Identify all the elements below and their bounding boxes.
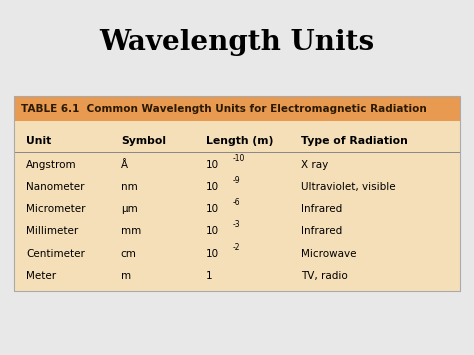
Text: Meter: Meter (26, 271, 56, 281)
Text: Microwave: Microwave (301, 248, 356, 258)
Text: mm: mm (121, 226, 141, 236)
Text: Type of Radiation: Type of Radiation (301, 136, 408, 146)
Text: 1: 1 (206, 271, 213, 281)
Bar (14, 96, 460, 121)
Text: -10: -10 (232, 154, 245, 163)
Text: Infrared: Infrared (301, 226, 342, 236)
Text: Symbol: Symbol (121, 136, 166, 146)
Text: Millimeter: Millimeter (26, 226, 78, 236)
Text: Angstrom: Angstrom (26, 160, 77, 170)
Text: Centimeter: Centimeter (26, 248, 85, 258)
Text: 10: 10 (206, 160, 219, 170)
Text: X ray: X ray (301, 160, 328, 170)
Text: 10: 10 (206, 204, 219, 214)
Text: cm: cm (121, 248, 137, 258)
Text: Micrometer: Micrometer (26, 204, 86, 214)
Text: nm: nm (121, 182, 137, 192)
Text: 10: 10 (206, 248, 219, 258)
Text: Unit: Unit (26, 136, 51, 146)
Text: Ultraviolet, visible: Ultraviolet, visible (301, 182, 396, 192)
Text: Nanometer: Nanometer (26, 182, 84, 192)
Text: -2: -2 (232, 243, 240, 252)
Text: 10: 10 (206, 226, 219, 236)
Text: Å: Å (121, 160, 128, 170)
Text: -6: -6 (232, 198, 240, 207)
Bar (14, 121, 460, 291)
Text: Infrared: Infrared (301, 204, 342, 214)
Text: 10: 10 (206, 182, 219, 192)
Text: µm: µm (121, 204, 137, 214)
Text: -3: -3 (232, 220, 240, 229)
Text: Length (m): Length (m) (206, 136, 273, 146)
Text: -9: -9 (232, 176, 240, 185)
Text: Wavelength Units: Wavelength Units (100, 29, 374, 56)
Text: TABLE 6.1  Common Wavelength Units for Electromagnetic Radiation: TABLE 6.1 Common Wavelength Units for El… (21, 104, 427, 114)
Bar (14, 96, 460, 291)
Text: m: m (121, 271, 131, 281)
Text: TV, radio: TV, radio (301, 271, 348, 281)
